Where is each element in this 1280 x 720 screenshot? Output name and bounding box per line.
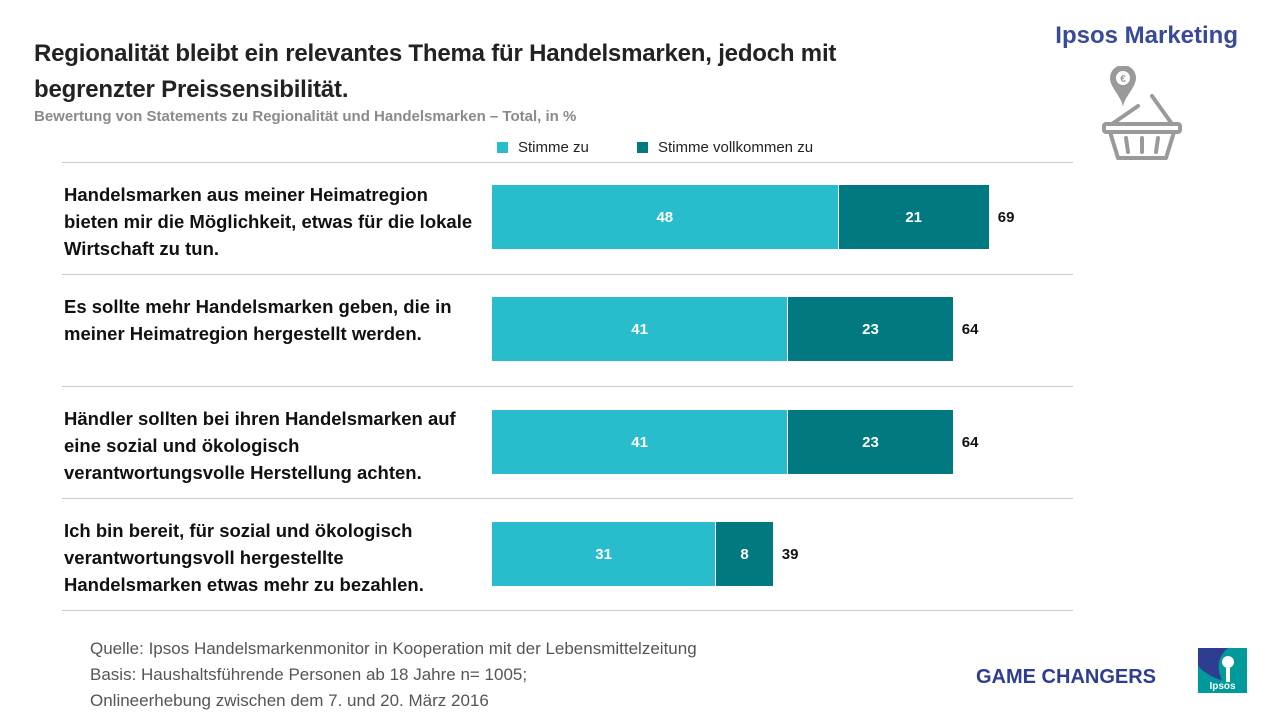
category-label: Handelsmarken aus meiner Heimatregion bi… xyxy=(64,184,473,259)
legend-swatch-stimme-zu xyxy=(497,141,508,153)
row-divider xyxy=(62,162,1073,163)
bar-total-label: 64 xyxy=(961,321,979,338)
svg-text:€: € xyxy=(1120,74,1126,85)
row-divider xyxy=(62,386,1073,387)
source-line: Quelle: Ipsos Handelsmarkenmonitor in Ko… xyxy=(90,639,697,658)
shopping-basket-icon: € xyxy=(1090,65,1190,166)
bar-stimme-vollkommen-zu: 23 xyxy=(787,297,953,361)
legend-item-stimme-vollkommen-zu: Stimme vollkommen zu xyxy=(637,138,813,156)
legend-label-stimme-vollkommen-zu: Stimme vollkommen zu xyxy=(658,138,814,156)
bar-stimme-zu: 31 xyxy=(492,522,716,586)
legend-item-stimme-zu: Stimme zu xyxy=(497,138,589,156)
bar-stimme-zu: 41 xyxy=(492,297,788,361)
slide-subtitle: Bewertung von Statements zu Regionalität… xyxy=(34,108,577,125)
source-note: Quelle: Ipsos Handelsmarkenmonitor in Ko… xyxy=(90,636,697,714)
category-label: Ich bin bereit, für sozial und ökologisc… xyxy=(64,520,424,595)
row-divider xyxy=(62,498,1073,499)
source-line: Basis: Haushaltsführende Personen ab 18 … xyxy=(90,665,528,684)
bar-stimme-zu: 48 xyxy=(492,185,838,249)
brand-name: Ipsos Marketing xyxy=(1055,22,1238,49)
source-line: Onlineerhebung zwischen dem 7. und 20. M… xyxy=(90,691,489,710)
legend-label-stimme-zu: Stimme zu xyxy=(518,138,589,156)
bar-total-label: 39 xyxy=(781,546,799,563)
bar-stimme-vollkommen-zu: 21 xyxy=(837,185,989,249)
slide-title: Regionalität bleibt ein relevantes Thema… xyxy=(34,40,837,103)
row-divider xyxy=(62,274,1073,275)
category-label: Händler sollten bei ihren Handelsmarken … xyxy=(64,408,456,483)
category-label: Es sollte mehr Handelsmarken geben, die … xyxy=(64,296,452,344)
tagline: GAME CHANGERS xyxy=(976,666,1157,688)
row-divider xyxy=(62,610,1073,611)
logo-text: Ipsos xyxy=(1209,681,1236,692)
bar-total-label: 69 xyxy=(997,209,1015,226)
legend-swatch-stimme-vollkommen-zu xyxy=(637,141,648,153)
bar-total-label: 64 xyxy=(961,434,979,451)
bar-stimme-zu: 41 xyxy=(492,410,788,474)
bar-stimme-vollkommen-zu: 23 xyxy=(787,410,953,474)
ipsos-logo: Ipsos xyxy=(1198,648,1247,693)
bar-stimme-vollkommen-zu: 8 xyxy=(715,522,773,586)
